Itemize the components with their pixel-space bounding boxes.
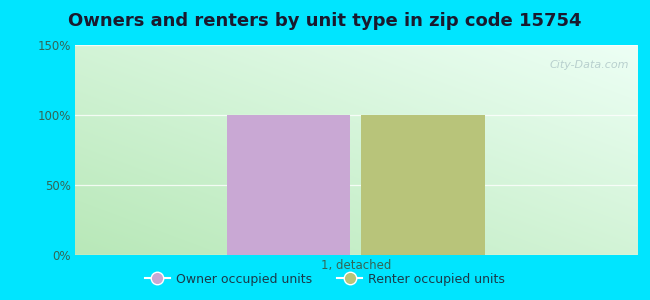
Bar: [227, 115, 350, 255]
Text: Owners and renters by unit type in zip code 15754: Owners and renters by unit type in zip c…: [68, 12, 582, 30]
Text: City-Data.com: City-Data.com: [549, 60, 629, 70]
Legend: Owner occupied units, Renter occupied units: Owner occupied units, Renter occupied un…: [140, 268, 510, 291]
Bar: [361, 115, 485, 255]
